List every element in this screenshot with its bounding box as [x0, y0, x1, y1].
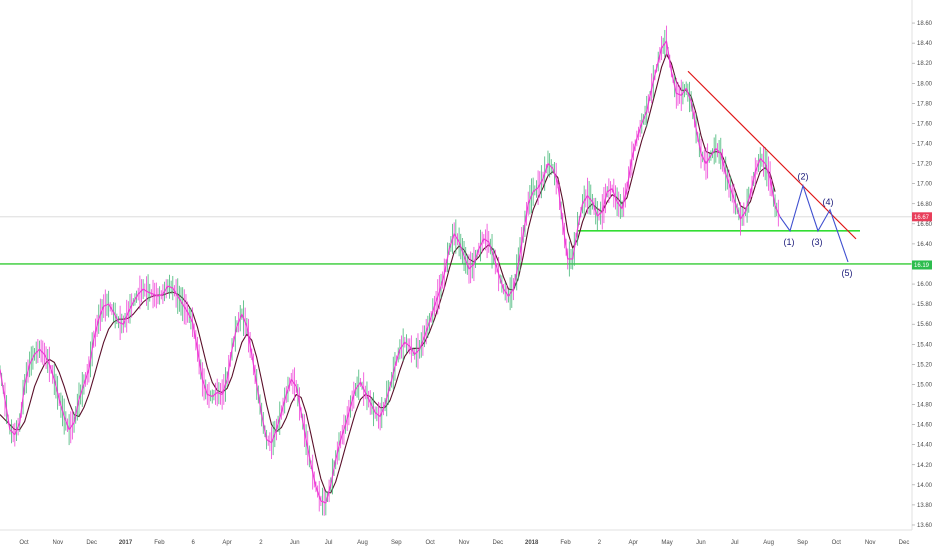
- y-tick-label: 17.00: [917, 182, 932, 188]
- y-axis[interactable]: 13.60 13.80 14.00 14.20 14.40 14.60 14.80 15.00…: [911, 0, 932, 530]
- x-tick-label: Oct: [832, 540, 842, 546]
- x-tick-label: Apr: [629, 540, 638, 546]
- wave-label: (2): [798, 172, 809, 182]
- y-tick-label: 17.20: [917, 162, 932, 168]
- y-tick-label: 15.00: [917, 382, 932, 388]
- y-tick-label: 15.80: [917, 302, 932, 308]
- x-tick-label: Nov: [459, 540, 470, 546]
- price-wicks: [0, 25, 779, 516]
- price-layer: [0, 25, 781, 516]
- y-tick-label: 17.60: [917, 121, 932, 127]
- x-tick-label: May: [661, 540, 672, 546]
- y-tick-label: 18.60: [917, 21, 932, 27]
- y-tick-label: 15.20: [917, 362, 932, 368]
- x-tick-label: Aug: [357, 540, 368, 546]
- x-tick-label: Aug: [763, 540, 774, 546]
- x-tick-label: 2017: [119, 540, 133, 546]
- x-tick-label: Jul: [325, 540, 333, 546]
- x-tick-label: Feb: [154, 540, 165, 546]
- wave-label: (4): [823, 197, 834, 207]
- x-tick-label: Apr: [222, 540, 231, 546]
- price-badge: [912, 260, 932, 270]
- x-tick-label: Nov: [53, 540, 64, 546]
- x-tick-label: Feb: [560, 540, 571, 546]
- x-tick-label: Jun: [696, 540, 706, 546]
- y-tick-label: 14.00: [917, 483, 932, 489]
- horizontal-lines-layer: [0, 216, 912, 265]
- wave-projection-line: [779, 183, 849, 263]
- moving-average-layer: [0, 53, 776, 494]
- y-tick-label: 16.60: [917, 222, 932, 228]
- x-tick-label: Oct: [425, 540, 435, 546]
- price-line: [0, 40, 781, 504]
- x-tick-label: Dec: [86, 540, 97, 546]
- y-tick-label: 16.80: [917, 202, 932, 208]
- y-tick-label: 16.40: [917, 242, 932, 248]
- y-tick-label: 14.40: [917, 443, 932, 449]
- y-tick-label: 14.80: [917, 403, 932, 409]
- y-tick-label: 14.60: [917, 423, 932, 429]
- x-tick-label: 2018: [525, 540, 539, 546]
- x-axis[interactable]: Oct Nov Dec 2017 Feb 6 Apr 2 Jun Jul Aug Sep Oct Nov D…: [0, 529, 912, 546]
- y-tick-label: 18.00: [917, 81, 932, 87]
- y-tick-label: 17.40: [917, 142, 932, 148]
- x-tick-label: Nov: [865, 540, 876, 546]
- y-tick-label: 16.00: [917, 282, 932, 288]
- x-tick-label: Dec: [493, 540, 504, 546]
- moving-average-line: [0, 53, 776, 494]
- x-tick-label: 2: [598, 540, 602, 546]
- price-badge-label: 16.19: [914, 263, 930, 269]
- x-tick-label: Sep: [797, 540, 808, 546]
- resistance-trendline: [687, 70, 857, 240]
- x-tick-label: Dec: [899, 540, 910, 546]
- x-tick-label: Sep: [391, 540, 402, 546]
- wave-label: (3): [812, 237, 823, 247]
- wave-label: (5): [842, 268, 853, 278]
- wave-label: (1): [784, 237, 795, 247]
- x-tick-label: Oct: [19, 540, 29, 546]
- annotation-layer[interactable]: (1) (2) (3) (4) (5): [687, 70, 857, 278]
- price-badge-label: 16.67: [914, 215, 930, 221]
- y-tick-label: 18.40: [917, 41, 932, 47]
- x-tick-label: Jun: [290, 540, 300, 546]
- x-tick-label: 6: [192, 540, 196, 546]
- y-tick-label: 18.20: [917, 61, 932, 67]
- y-tick-label: 13.80: [917, 503, 932, 509]
- y-tick-label: 15.60: [917, 322, 932, 328]
- y-tick-label: 13.60: [917, 523, 932, 529]
- price-badge: [912, 212, 932, 222]
- y-tick-label: 14.20: [917, 463, 932, 469]
- y-tick-label: 15.40: [917, 342, 932, 348]
- x-tick-label: 2: [259, 540, 263, 546]
- x-tick-label: Jul: [731, 540, 739, 546]
- y-tick-label: 17.80: [917, 101, 932, 107]
